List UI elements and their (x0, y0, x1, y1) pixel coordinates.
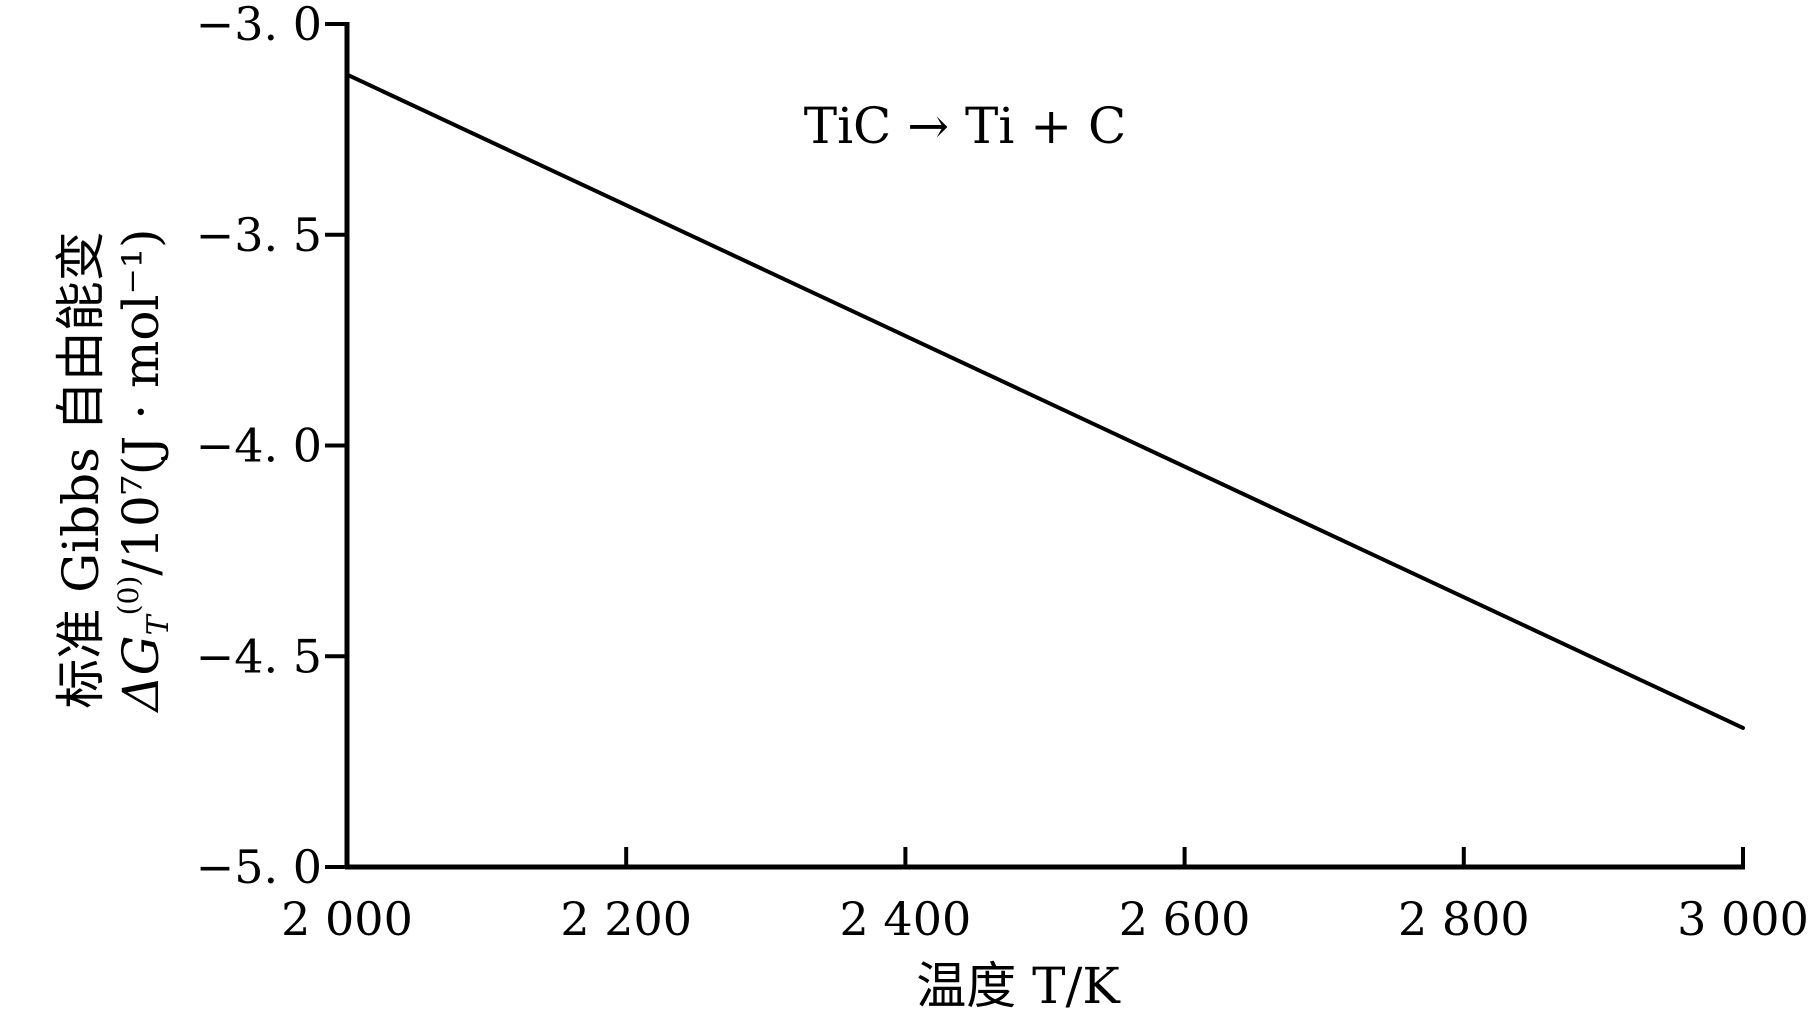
y-axis-ticks: −3. 0 −3. 5 −4. 0 −4. 5 −5. 0 (196, 0, 347, 894)
y-tick-label: −3. 0 (196, 0, 322, 51)
series-line (345, 72, 1745, 730)
x-axis-title: 温度 T/K (916, 957, 1121, 1015)
y-axis-title-subscript: T (141, 613, 176, 635)
annotation: TiC → Ti + C (804, 97, 1127, 155)
y-tick-label: −4. 0 (196, 419, 322, 473)
y-axis-title-symbol: ΔG (112, 635, 170, 713)
x-axis-ticks: 2 000 2 200 2 400 2 600 2 800 3 000 (281, 847, 1809, 946)
x-tick-label: 2 400 (840, 892, 972, 946)
y-axis-title-superscript: (0) (112, 576, 145, 616)
x-tick-label: 2 800 (1398, 892, 1530, 946)
x-tick-label: 3 000 (1677, 892, 1809, 946)
series-layer (345, 72, 1745, 730)
y-axis-title-line1: 标准 Gibbs 自由能变 (52, 231, 110, 708)
y-axis-title-units: /10⁷(J · mol⁻¹) (112, 229, 170, 576)
y-tick-label: −3. 5 (196, 208, 322, 262)
x-tick-label: 2 600 (1119, 892, 1251, 946)
y-tick-label: −4. 5 (196, 629, 322, 683)
y-tick-label: −5. 0 (196, 840, 322, 894)
x-tick-label: 2 200 (560, 892, 692, 946)
x-tick-label: 2 000 (281, 892, 413, 946)
y-axis-title-line2: ΔGT(0)/10⁷(J · mol⁻¹) (112, 229, 176, 714)
